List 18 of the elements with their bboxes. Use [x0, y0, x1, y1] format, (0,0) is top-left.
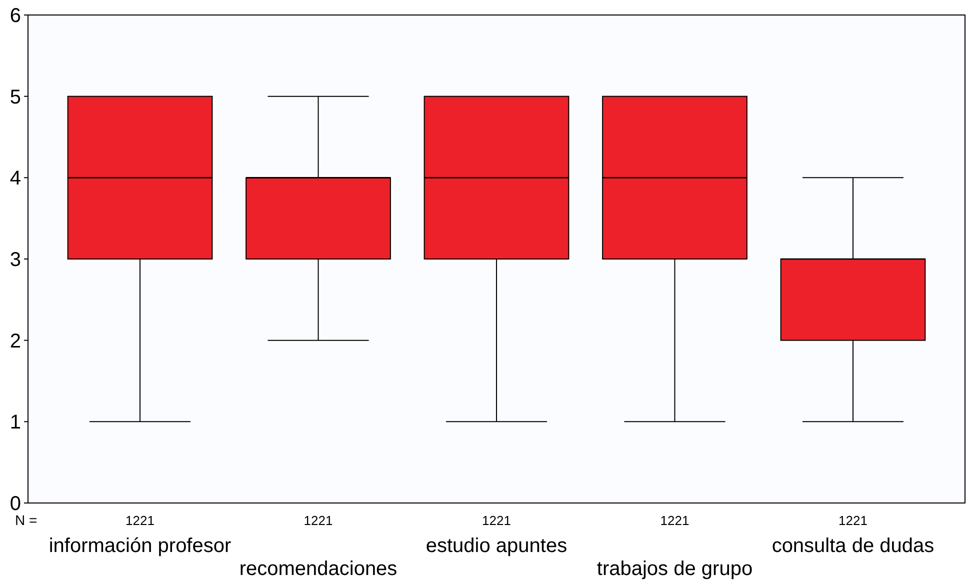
y-tick-label: 2: [10, 330, 21, 352]
y-tick-label: 3: [10, 249, 21, 271]
text: 1221: [304, 513, 333, 528]
text: N =: [15, 512, 38, 528]
y-tick-label: 4: [10, 168, 21, 190]
text: 1221: [482, 513, 511, 528]
text: 1221: [838, 513, 868, 528]
x-tick-label: consulta de dudas: [772, 535, 934, 557]
y-tick-label: 0: [10, 493, 21, 515]
x-tick-label: estudio apuntes: [426, 535, 568, 557]
y-tick-label: 5: [10, 86, 21, 108]
text: 1221: [126, 513, 154, 528]
y-tick-label: 1: [10, 412, 21, 434]
x-tick-label: información profesor: [48, 535, 232, 557]
x-tick-label: recomendaciones: [239, 558, 398, 580]
y-tick-label: 6: [10, 5, 21, 27]
text: 1221: [660, 513, 690, 528]
x-tick-label: trabajos de grupo: [596, 558, 753, 580]
